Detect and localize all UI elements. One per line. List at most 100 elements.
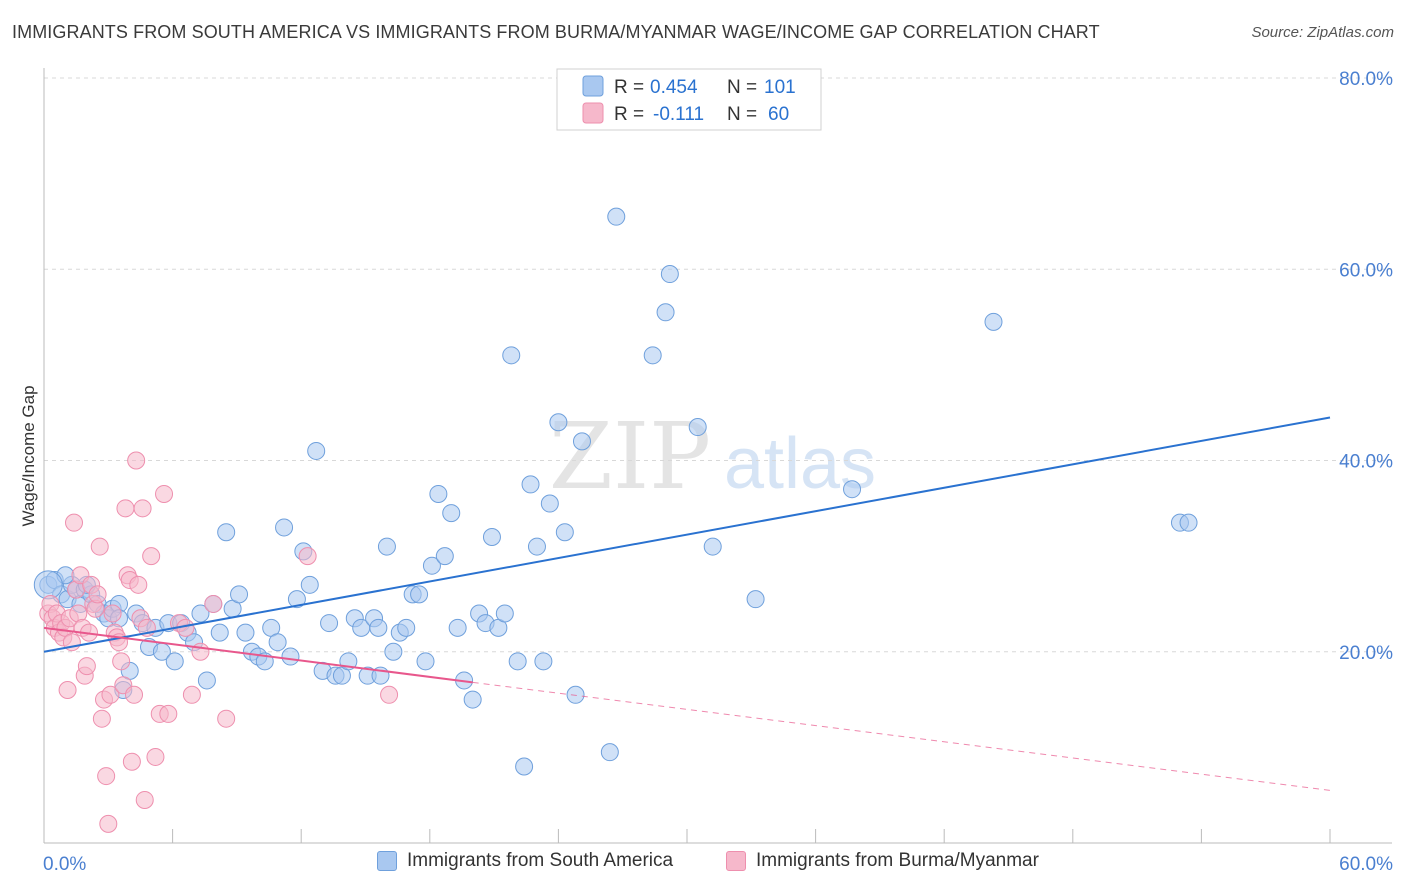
y-tick-label: 60.0% (1339, 260, 1393, 281)
data-point-south-america (397, 618, 416, 637)
y-tick-label: 80.0% (1339, 69, 1393, 90)
data-point-south-america (416, 652, 435, 671)
watermark-zip: ZIP (549, 403, 711, 510)
data-point-south-america (210, 623, 229, 642)
data-point-south-america (275, 518, 294, 537)
data-point-burma (159, 704, 178, 723)
data-point-south-america (549, 413, 568, 432)
legend-swatch-pink (582, 102, 604, 124)
legend-label-south-america: Immigrants from South America (407, 850, 674, 871)
data-point-south-america (502, 346, 521, 365)
data-point-south-america (217, 523, 236, 542)
data-point-burma (135, 790, 154, 809)
data-point-burma (125, 685, 144, 704)
data-point-south-america (534, 652, 553, 671)
data-point-south-america (984, 312, 1003, 331)
legend-n-value-1: 101 (764, 77, 796, 98)
data-point-burma (127, 451, 146, 470)
data-point-burma (155, 484, 174, 503)
data-point-south-america (281, 647, 300, 666)
data-point-burma (58, 681, 77, 699)
data-point-south-america (435, 547, 454, 566)
trend-line-burma (43, 626, 473, 684)
legend-item-south-america: Immigrants from South America (377, 850, 673, 872)
tick-labels: 20.0% 40.0% 60.0% 80.0% 0.0% 60.0% (43, 69, 1393, 875)
legend-label-burma: Immigrants from Burma/Myanmar (756, 850, 1039, 871)
y-tick-label: 40.0% (1339, 452, 1393, 473)
data-point-south-america (572, 432, 591, 451)
data-point-burma (90, 537, 109, 556)
data-point-south-america (540, 494, 559, 513)
legend-n-label-2: N = (727, 104, 757, 125)
data-point-south-america (268, 633, 287, 652)
data-point-south-america (197, 671, 216, 690)
data-point-south-america (1179, 513, 1198, 532)
data-point-south-america (429, 484, 448, 503)
legend-r-value-1: 0.454 (650, 77, 698, 98)
data-point-south-america (566, 685, 585, 704)
data-point-south-america (230, 585, 249, 604)
data-point-south-america (377, 537, 396, 556)
data-point-south-america (527, 537, 546, 556)
legend-item-burma: Immigrants from Burma/Myanmar (726, 850, 1039, 872)
data-point-south-america (656, 303, 675, 322)
trend-lines (43, 416, 1331, 791)
data-point-south-america (482, 528, 501, 546)
legend-top: R = 0.454 N = 101 R = -0.111 N = 60 (556, 68, 822, 131)
legend-bottom: Immigrants from South America Immigrants… (0, 850, 1406, 880)
legend-n-label-1: N = (727, 77, 757, 98)
data-point-south-america (508, 652, 527, 671)
legend-swatch-blue (582, 75, 604, 97)
data-point-burma (77, 657, 96, 676)
data-point-burma (380, 685, 399, 704)
data-point-south-america (287, 590, 306, 609)
data-point-south-america (843, 480, 862, 499)
data-point-south-america (600, 743, 619, 762)
trend-line-burma-extension (472, 681, 1331, 791)
data-point-south-america (307, 441, 326, 460)
chart-title: IMMIGRANTS FROM SOUTH AMERICA VS IMMIGRA… (12, 22, 1100, 42)
y-tick-label: 20.0% (1339, 643, 1393, 664)
data-point-south-america (191, 604, 210, 623)
data-point-south-america (660, 265, 679, 284)
data-point-burma (99, 814, 118, 833)
data-point-burma (298, 547, 317, 566)
data-point-south-america (442, 504, 461, 523)
x-tick-label: 60.0% (1339, 854, 1393, 875)
data-point-south-america (643, 346, 662, 365)
legend-swatch-burma (726, 851, 746, 871)
legend-r-label-2: R = (614, 104, 644, 125)
data-point-south-america (236, 623, 255, 642)
data-point-south-america (448, 618, 467, 637)
legend-r-value-2: -0.111 (653, 104, 704, 125)
data-point-south-america (410, 585, 429, 604)
trend-line-south-america (43, 416, 1331, 653)
data-point-burma (112, 652, 131, 671)
series-south-america-points (33, 207, 1198, 776)
data-point-south-america (300, 575, 319, 594)
data-point-south-america (369, 618, 388, 637)
data-point-south-america (555, 523, 574, 542)
data-point-south-america (165, 652, 184, 671)
data-point-south-america (607, 207, 626, 226)
data-point-burma (133, 499, 152, 518)
data-point-burma (146, 747, 165, 766)
data-point-south-america (703, 537, 722, 556)
data-point-burma (204, 594, 223, 613)
data-point-burma (122, 752, 141, 771)
data-point-south-america (33, 570, 63, 600)
data-point-burma (103, 604, 122, 623)
data-point-burma (217, 709, 236, 728)
x-tick-label: 0.0% (43, 854, 86, 875)
source-label: Source: ZipAtlas.com (1251, 24, 1394, 41)
data-point-south-america (688, 418, 707, 437)
y-axis-label: Wage/Income Gap (19, 385, 38, 526)
data-point-burma (116, 499, 135, 518)
data-point-south-america (495, 604, 514, 623)
data-point-burma (92, 709, 111, 728)
data-point-burma (65, 513, 84, 532)
data-point-burma (182, 685, 201, 704)
data-point-burma (142, 547, 161, 566)
data-point-south-america (384, 642, 403, 661)
